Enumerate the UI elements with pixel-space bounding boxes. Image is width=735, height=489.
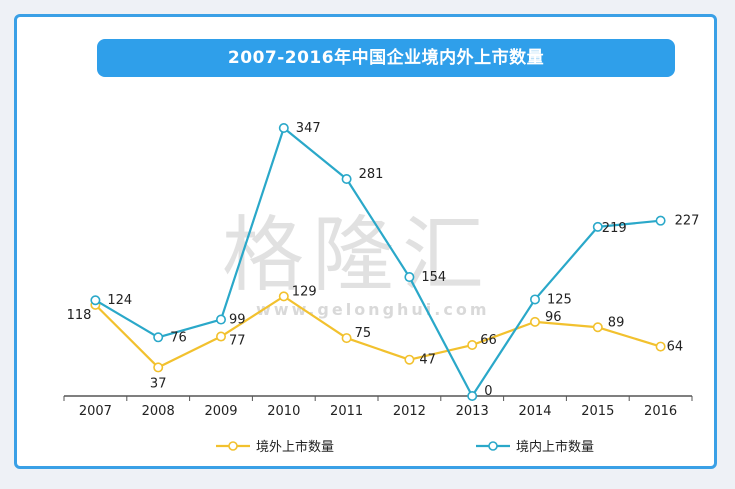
data-point <box>341 173 352 184</box>
x-tick-label: 2008 <box>142 404 175 419</box>
data-point <box>592 322 603 333</box>
data-point <box>278 123 289 134</box>
data-point <box>216 314 227 325</box>
legend-label: 境外上市数量 <box>256 439 334 455</box>
x-tick-label: 2007 <box>79 404 112 419</box>
data-point <box>90 295 101 306</box>
data-point <box>153 362 164 373</box>
data-point <box>655 341 666 352</box>
data-label: 75 <box>355 326 372 341</box>
x-tick-label: 2010 <box>267 404 300 419</box>
data-point <box>467 390 478 401</box>
data-label: 347 <box>296 121 321 136</box>
data-label: 124 <box>107 293 132 308</box>
data-label: 99 <box>229 313 246 328</box>
x-tick-label: 2015 <box>581 404 614 419</box>
data-label: 0 <box>484 384 492 399</box>
x-tick-label: 2012 <box>393 404 426 419</box>
x-tick-label: 2016 <box>644 404 677 419</box>
data-label: 89 <box>608 315 625 330</box>
data-point <box>404 272 415 283</box>
data-point <box>278 291 289 302</box>
data-label: 129 <box>292 284 317 299</box>
data-label: 37 <box>150 376 167 391</box>
data-label: 47 <box>419 353 436 368</box>
data-label: 77 <box>229 334 246 349</box>
series-line <box>94 295 661 369</box>
x-tick-label: 2013 <box>456 404 489 419</box>
data-label: 76 <box>170 330 187 345</box>
data-point <box>655 215 666 226</box>
legend-swatch-marker <box>488 441 498 451</box>
data-point <box>153 332 164 343</box>
data-label: 281 <box>359 167 384 182</box>
data-point <box>529 316 540 327</box>
x-tick-label: 2009 <box>204 404 237 419</box>
data-label: 96 <box>545 310 562 325</box>
data-point <box>216 331 227 342</box>
data-point <box>467 340 478 351</box>
legend-label: 境内上市数量 <box>516 439 594 455</box>
legend-swatch-marker <box>228 441 238 451</box>
data-point <box>404 354 415 365</box>
data-point <box>592 221 603 232</box>
chart-title: 2007-2016年中国企业境内外上市数量 <box>97 39 675 77</box>
chart-frame: 2007-2016年中国企业境内外上市数量 <box>14 14 717 469</box>
data-label: 227 <box>675 214 700 229</box>
watermark-logo-text: 格隆汇 <box>222 208 493 303</box>
data-label: 154 <box>421 270 446 285</box>
data-label: 118 <box>67 308 92 323</box>
series-line <box>94 126 661 398</box>
data-point <box>341 333 352 344</box>
x-tick-label: 2014 <box>518 404 551 419</box>
data-label: 66 <box>480 333 497 348</box>
data-label: 64 <box>667 340 684 355</box>
data-label: 219 <box>602 221 627 236</box>
x-tick-label: 2011 <box>330 404 363 419</box>
data-label: 125 <box>547 292 572 307</box>
data-point <box>529 294 540 305</box>
